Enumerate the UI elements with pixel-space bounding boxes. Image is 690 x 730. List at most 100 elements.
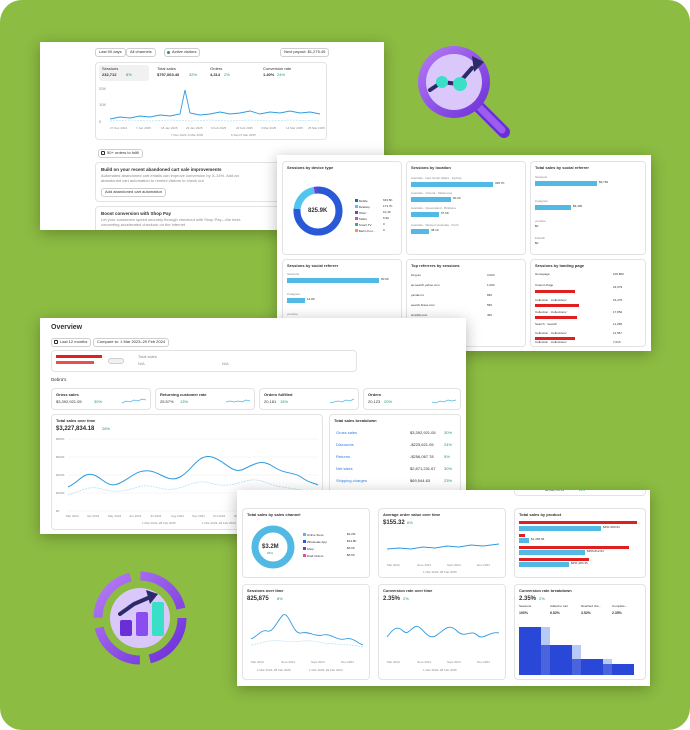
kpi-card-returning-rate[interactable]: Returning customer rate 25.57% 13% xyxy=(155,388,255,410)
referrer-name: yandex.ru xyxy=(411,293,425,297)
metric-tab-sessions[interactable]: Sessions 232,712 8% xyxy=(99,65,149,81)
summary-toggle[interactable] xyxy=(108,358,124,364)
location-bar xyxy=(411,229,429,234)
kpi-card-orders[interactable]: Orders 20,123 20% xyxy=(363,388,461,410)
kpi-sparkline xyxy=(329,398,355,404)
x-tick: Mar 2024 xyxy=(251,660,264,664)
product-bar xyxy=(519,562,569,567)
orders-to-fulfil-button[interactable]: 50+ orders to fulfil xyxy=(98,149,143,158)
breakdown-link[interactable]: Gross sales xyxy=(336,430,358,435)
funnel-step-label: Added to cart xyxy=(550,604,568,608)
bar-label: Australia · Western Australia · Perth xyxy=(411,223,459,227)
y-tick: $400K xyxy=(56,473,65,477)
card-title: Sessions by social referrer xyxy=(287,263,339,268)
bar-value: $0 xyxy=(535,224,539,228)
metric-tab-conversion[interactable]: Conversion rate 1.40% 24% xyxy=(260,65,320,81)
card-title: Sessions by location xyxy=(411,165,451,170)
x-tick: June 2024 xyxy=(417,660,432,664)
kpi-label: Gross sales xyxy=(56,392,79,397)
landing-name: Collection · /collections/ xyxy=(535,331,567,335)
legend-name: Berlin Fun... xyxy=(358,229,376,233)
breakdown-value: $69,544.63 xyxy=(410,478,431,483)
compare-filter[interactable]: Compare to: 1 Mar 2023–29 Feb 2024 xyxy=(93,338,170,347)
bar-value: 90.2K xyxy=(453,196,461,200)
summary-value: N/A xyxy=(222,361,229,366)
redaction-bar xyxy=(519,521,637,524)
breakdown-link[interactable]: Net sales xyxy=(336,466,353,471)
legend-name: Desktop xyxy=(358,205,370,209)
funnel-step-value: 6.52% xyxy=(550,611,560,615)
referrer-value: 1,090 xyxy=(487,283,495,287)
referrer-value: 840 xyxy=(487,293,493,297)
active-visitors-badge[interactable]: Active visitors xyxy=(164,48,201,57)
chart-value: $155.32 xyxy=(383,520,405,526)
bar-label: linkedin xyxy=(535,236,546,240)
channel-filter[interactable]: All channels xyxy=(126,48,156,57)
funnel-dropoff xyxy=(541,627,550,675)
x-tick: Dec 2024 xyxy=(341,660,354,664)
chart-delta: 2% xyxy=(403,596,409,601)
date-range-filter[interactable]: Last 12 months xyxy=(51,338,92,347)
y-tick: $0 xyxy=(56,509,60,513)
breakdown-link[interactable]: Returns xyxy=(336,454,351,459)
inbox-icon xyxy=(101,151,105,155)
x-tick: 29 Jan 2025 xyxy=(186,126,203,130)
sales-by-product-card: Total sales by product $451,680.94 $1,46… xyxy=(514,508,646,578)
legend-value: 633.5K xyxy=(383,198,393,202)
add-abandoned-cart-automation-button[interactable]: Add abandoned cart automation xyxy=(101,188,166,197)
legend-current: 7 Dec 2024–6 Mar 2025 xyxy=(171,133,204,137)
next-payout-button[interactable]: Next payout: $1,275.45 xyxy=(280,48,330,57)
legend-value: 0 xyxy=(383,222,385,226)
bar-label: facebook xyxy=(535,175,548,179)
bar-label: youtube xyxy=(535,219,546,223)
series-line-previous xyxy=(109,119,321,122)
legend-name: Online Store xyxy=(306,533,324,537)
metric-tab-total-sales[interactable]: Total sales $757,063.40 32% xyxy=(154,65,204,81)
redaction-bar xyxy=(535,337,575,340)
product-bar xyxy=(519,538,529,543)
active-visitors-label: Active visitors xyxy=(172,49,197,54)
bar-label: instagram xyxy=(287,292,301,296)
legend-name: Other xyxy=(358,211,367,215)
metric-label: Conversion rate xyxy=(263,66,292,71)
legend-previous: 1 Mar 2023–29 Feb 2024 xyxy=(202,521,236,525)
conversion-rate-over-time-card: Conversion rate over time 2.35% 2% Mar 2… xyxy=(378,584,506,680)
legend-name: Wholesale App xyxy=(306,540,327,544)
sessions-by-location-card: Sessions by location Australia · New Sou… xyxy=(406,161,526,255)
funnel-dropoff xyxy=(603,659,612,675)
legend-name: Tablet xyxy=(358,217,367,221)
y-tick: 20K xyxy=(99,86,107,91)
legend-value: $6.6K xyxy=(347,553,355,557)
legend-value: 6.9K xyxy=(383,216,390,220)
kpi-sparkline xyxy=(431,399,457,404)
redaction-bar xyxy=(535,290,575,293)
bar-value: 38.1K xyxy=(431,228,439,232)
location-bar xyxy=(411,182,493,187)
breakdown-link[interactable]: Discounts xyxy=(336,442,354,447)
breakdown-link[interactable]: Shipping charges xyxy=(336,478,367,483)
kpi-card-orders-fulfilled[interactable]: Orders fulfilled 20,181 15% xyxy=(259,388,359,410)
conversion-line-chart xyxy=(386,625,500,638)
home-dashboard-panel: Last 90 days All channels Active visitor… xyxy=(40,42,384,230)
x-tick: Sept 2024 xyxy=(311,660,325,664)
y-tick: 0 xyxy=(99,119,102,124)
metric-tab-orders[interactable]: Orders 4,314 2% xyxy=(207,65,257,81)
sales-reports-panel: $2,600,578.11 12% Total sales by sales c… xyxy=(237,490,650,686)
landing-name: Custom Page xyxy=(535,283,554,287)
bar-label: Australia · Queensland · Brisbane xyxy=(411,206,457,210)
card-title: Conversion rate over time xyxy=(383,588,433,593)
donut-total: 825.9K xyxy=(308,208,328,214)
bar-value: $451,680.94 xyxy=(603,525,620,529)
location-bar xyxy=(411,197,451,202)
series-line-current xyxy=(386,543,500,550)
legend-value: 10.4K xyxy=(383,210,391,214)
kpi-card-gross-sales[interactable]: Gross sales $3,392,921.05 30% xyxy=(51,388,151,410)
donut-delta: 26% xyxy=(267,551,274,555)
x-tick: 25 Mar 2025 xyxy=(308,126,325,130)
landing-name: Collection · /collections/ xyxy=(535,298,567,302)
tip-body: Automated abandoned cart emails can impr… xyxy=(101,173,239,178)
legend-value: $13.8K xyxy=(347,539,357,543)
date-range-filter[interactable]: Last 90 days xyxy=(95,48,126,57)
donut-total: $3.2M xyxy=(262,544,279,550)
